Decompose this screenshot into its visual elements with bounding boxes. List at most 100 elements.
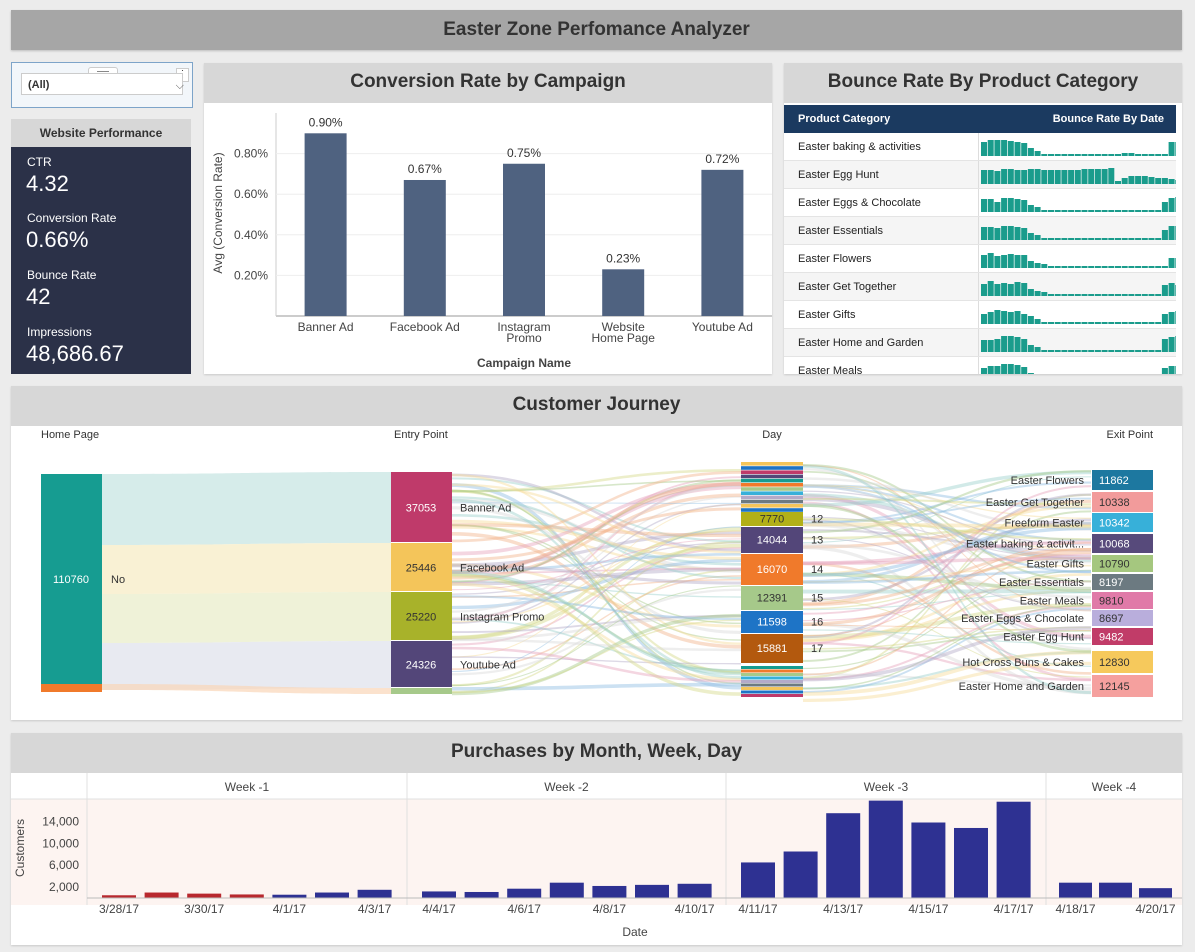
exit-node	[1092, 534, 1153, 553]
bounce-table-header: Product Category Bounce Rate By Date	[784, 105, 1176, 133]
cell-divider	[978, 161, 979, 188]
flow-entry-day	[452, 489, 741, 685]
exit-node	[1092, 470, 1153, 490]
sparkline-bar	[1148, 177, 1155, 184]
exit-node-value: 10342	[1099, 518, 1130, 530]
sparkline-bar	[1054, 294, 1061, 296]
sparkline-bar	[1115, 266, 1121, 268]
sparkline-bar	[1054, 170, 1061, 184]
x-tick-label: 4/18/17	[1055, 902, 1095, 916]
flow-entry-day	[452, 540, 741, 687]
flow-day-exit	[803, 556, 1091, 610]
sparkline-bar	[1141, 176, 1148, 184]
flow-entry-day	[452, 502, 741, 504]
exit-node-label: Hot Cross Buns & Cakes	[962, 657, 1084, 669]
product-category-cell: Easter Egg Hunt	[798, 169, 879, 181]
flow-home-entry	[102, 641, 391, 690]
flow-day-exit	[803, 526, 1091, 578]
purchase-bar	[741, 862, 775, 898]
kpi-conversion-value: 0.66%	[26, 227, 89, 252]
bounce-table-row[interactable]: Easter Flowers	[784, 245, 1176, 273]
campaign-filter[interactable]: ⋮ (All) ⌵	[11, 62, 193, 108]
day-node-small	[741, 495, 803, 500]
bounce-table-row[interactable]: Easter Gifts	[784, 301, 1176, 329]
bounce-table-row[interactable]: Easter Home and Garden	[784, 329, 1176, 357]
sparkline-bar	[1175, 366, 1176, 374]
bounce-table-row[interactable]: Easter Meals	[784, 357, 1176, 374]
sparkline-bar	[1001, 226, 1008, 240]
exit-node-value: 8697	[1099, 613, 1123, 625]
flow-day-exit	[803, 550, 1091, 626]
cell-divider	[978, 273, 979, 300]
flow-entry-day	[452, 526, 741, 640]
sparkline-bar	[1088, 294, 1095, 296]
sparkline-bar	[1034, 291, 1041, 296]
filter-dropdown[interactable]: (All)	[21, 73, 183, 95]
sparkline-bar	[1101, 210, 1108, 212]
flow-entry-day	[452, 482, 741, 556]
sparkline-bar	[1048, 170, 1054, 184]
purchase-bar	[635, 884, 669, 898]
product-category-cell: Easter Essentials	[798, 225, 883, 237]
data-label: 0.90%	[309, 115, 343, 129]
purchase-bar	[229, 894, 264, 898]
bounce-table-row[interactable]: Easter baking & activities	[784, 133, 1176, 161]
sparkline-bar	[1135, 210, 1142, 212]
sparkline-bar	[1141, 154, 1148, 156]
exit-node-value: 12830	[1099, 657, 1130, 669]
bounce-sparkline	[981, 140, 1176, 156]
flow-day-exit	[803, 497, 1091, 524]
col-product-category[interactable]: Product Category	[798, 113, 891, 125]
week-header: Week -4	[1092, 780, 1137, 794]
day-node-small	[741, 680, 803, 683]
sparkline-bar	[1014, 337, 1021, 352]
sparkline-bar	[1088, 210, 1095, 212]
sparkline-bar	[1135, 238, 1142, 240]
flow-day-exit	[803, 467, 1091, 650]
sparkline-bar	[1014, 255, 1021, 268]
sparkline-bar	[1108, 350, 1115, 352]
purchase-bar	[996, 801, 1031, 898]
sparkline-bar	[1175, 336, 1176, 352]
flow-day-exit	[803, 484, 1091, 519]
sparkline-bar	[1007, 284, 1014, 296]
flow-entry-day	[452, 506, 741, 634]
bounce-rate-table: Product Category Bounce Rate By Date Eas…	[784, 105, 1176, 374]
sparkline-bar	[1001, 283, 1008, 296]
day-node-label: 15	[811, 593, 823, 605]
sparkline-bar	[987, 199, 994, 212]
sparkline-bar	[987, 281, 994, 296]
flow-entry-day	[452, 482, 741, 621]
bounce-table-row[interactable]: Easter Egg Hunt	[784, 161, 1176, 189]
bounce-table-row[interactable]: Easter Essentials	[784, 217, 1176, 245]
exit-node	[1092, 675, 1153, 697]
flow-entry-day	[452, 496, 741, 580]
flow-entry-day	[452, 507, 741, 562]
bounce-table-row[interactable]: Easter Eggs & Chocolate	[784, 189, 1176, 217]
cell-divider	[978, 245, 979, 272]
sparkline-bar	[1027, 205, 1034, 212]
flow-day-exit	[803, 569, 1091, 670]
sparkline-bar	[1175, 180, 1176, 184]
sparkline-bar	[1001, 198, 1008, 212]
day-node-small	[741, 673, 803, 676]
flow-entry-day	[452, 638, 741, 652]
chevron-down-icon[interactable]: ⌵	[175, 80, 184, 92]
purchase-bar	[464, 891, 499, 898]
flow-day-exit	[803, 629, 1091, 653]
sparkline-bar	[981, 142, 987, 156]
exit-node-label: Freeform Easter	[1005, 518, 1085, 530]
bounce-table-row[interactable]: Easter Get Together	[784, 273, 1176, 301]
col-bounce-rate-by-date[interactable]: Bounce Rate By Date	[1052, 113, 1164, 125]
purchase-bar	[826, 813, 861, 898]
sparkline-bar	[1128, 350, 1135, 352]
day-node-label: 17	[811, 643, 823, 655]
sparkline-bar	[981, 340, 987, 352]
sparkline-bar	[1128, 266, 1135, 268]
sparkline-bar	[1088, 154, 1095, 156]
sparkline-bar	[1175, 226, 1176, 240]
day-node-small	[741, 683, 803, 687]
dashboard-title: Easter Zone Perfomance Analyzer	[443, 19, 750, 40]
flow-entry-day	[452, 468, 741, 493]
sparkline-bar	[1041, 322, 1048, 324]
